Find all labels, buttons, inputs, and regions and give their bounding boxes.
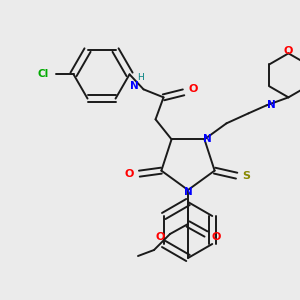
Text: O: O: [284, 46, 293, 56]
Text: Cl: Cl: [38, 69, 49, 79]
Text: S: S: [243, 171, 250, 181]
Text: O: O: [211, 232, 221, 242]
Text: N: N: [184, 187, 192, 197]
Text: N: N: [130, 81, 139, 91]
Text: H: H: [137, 73, 144, 82]
Text: N: N: [203, 134, 212, 144]
Text: N: N: [267, 100, 276, 110]
Text: O: O: [155, 232, 165, 242]
Text: O: O: [125, 169, 134, 179]
Text: O: O: [189, 84, 198, 94]
